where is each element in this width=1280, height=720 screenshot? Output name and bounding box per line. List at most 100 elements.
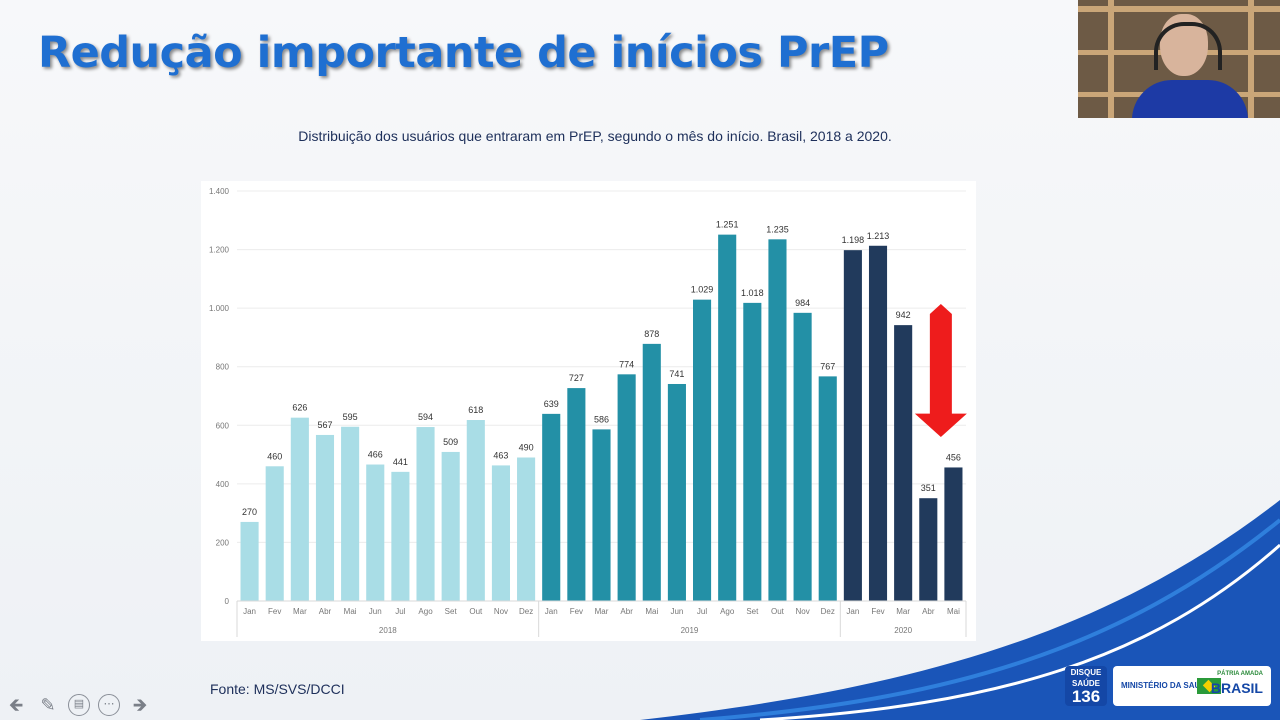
bar-2019-nov (793, 312, 812, 601)
pen-icon[interactable]: ✎ (40, 695, 56, 715)
y-tick-label: 1.200 (209, 246, 230, 255)
bar-2019-jun (667, 383, 686, 601)
bar-2018-nov (491, 465, 510, 601)
data-label: 767 (820, 361, 835, 371)
slide-title: Redução importante de inícios PrEP (38, 28, 889, 78)
data-label: 774 (619, 359, 634, 369)
data-label: 639 (544, 399, 559, 409)
bar-2018-mar (290, 417, 309, 601)
bar-2020-fev (868, 245, 888, 601)
bar-2018-fev (265, 466, 284, 601)
data-label: 460 (267, 451, 282, 461)
bar-2020-mar (894, 325, 913, 601)
brazil-flag-icon (1197, 678, 1221, 694)
data-label: 942 (896, 310, 911, 320)
bar-2019-out (768, 239, 787, 602)
subtitles-icon[interactable]: ▤ (68, 694, 90, 716)
year-label: 2020 (894, 626, 912, 635)
bar-2019-set (743, 302, 762, 601)
bar-2019-jan (542, 413, 561, 601)
webcam-video (1078, 0, 1280, 118)
previous-slide-icon[interactable]: 🡸 (8, 695, 24, 715)
bar-2019-abr (617, 374, 636, 601)
y-tick-label: 800 (216, 363, 230, 372)
x-tick-label: Jul (697, 607, 707, 616)
bar-2018-jan (240, 521, 259, 601)
data-label: 1.029 (691, 285, 714, 295)
y-tick-label: 0 (225, 597, 230, 606)
bar-2020-abr (919, 498, 938, 601)
x-tick-label: Fev (871, 607, 884, 616)
chart-panel: 0 200 400 600 800 1.000 1.200 1.400 270 Jan 460 Fev… (201, 181, 976, 641)
headset-icon (1154, 22, 1222, 70)
year-label: 2018 (379, 626, 397, 635)
x-tick-label: Abr (620, 607, 633, 616)
bar-chart: 0 200 400 600 800 1.000 1.200 1.400 270 Jan 460 Fev… (209, 187, 967, 637)
x-tick-label: Mar (595, 607, 609, 616)
bar-2018-set (441, 451, 460, 601)
bar-2020-mai (944, 467, 963, 601)
x-tick-label: Set (746, 607, 759, 616)
bar-2019-dez (818, 376, 837, 601)
bar-2018-jul (391, 471, 410, 601)
data-label: 270 (242, 507, 257, 517)
y-tick-label: 1.000 (209, 304, 230, 313)
data-label: 1.198 (842, 235, 865, 245)
data-label: 626 (292, 403, 307, 413)
data-label: 456 (946, 452, 961, 462)
x-tick-label: Mai (645, 607, 658, 616)
x-tick-label: Jul (395, 607, 405, 616)
disque-saude-logo: DISQUE SAÚDE 136 (1065, 666, 1107, 706)
data-label: 727 (569, 373, 584, 383)
bar-2020-jan (843, 250, 862, 601)
data-label: 567 (317, 420, 332, 430)
more-options-icon[interactable]: ⋯ (98, 694, 120, 716)
data-label: 1.235 (766, 224, 789, 234)
next-slide-icon[interactable]: 🡺 (132, 695, 148, 715)
data-label: 594 (418, 412, 433, 422)
x-tick-label: Jan (243, 607, 256, 616)
bar-2019-mar (592, 429, 611, 601)
bar-2019-fev (567, 388, 586, 601)
x-tick-label: Ago (418, 607, 433, 616)
x-tick-label: Out (469, 607, 483, 616)
x-tick-label: Nov (795, 607, 809, 616)
bar-2018-ago (416, 427, 435, 601)
data-label: 466 (368, 450, 383, 460)
x-tick-label: Fev (570, 607, 583, 616)
x-tick-label: Mar (896, 607, 910, 616)
presentation-controls: 🡸 ✎ ▤ ⋯ 🡺 (4, 692, 152, 718)
data-label: 1.251 (716, 220, 739, 230)
decline-arrow-icon (914, 304, 967, 437)
y-tick-label: 1.400 (209, 187, 230, 196)
x-tick-label: Fev (268, 607, 281, 616)
government-logo: MINISTÉRIO DA SAÚDE PÁTRIA AMADA BRASIL (1113, 666, 1271, 706)
x-tick-label: Jun (369, 607, 382, 616)
data-label: 741 (669, 369, 684, 379)
brasil-label: BRASIL (1210, 680, 1263, 696)
data-label: 509 (443, 437, 458, 447)
bar-2019-jul (693, 299, 712, 601)
data-label: 1.213 (867, 231, 890, 241)
bar-2019-mai (642, 343, 661, 601)
data-label: 463 (493, 450, 508, 460)
bookshelf-post (1108, 0, 1114, 118)
y-tick-label: 600 (216, 421, 230, 430)
year-label: 2019 (681, 626, 699, 635)
data-label: 1.018 (741, 288, 764, 298)
x-tick-label: Out (771, 607, 785, 616)
y-tick-label: 400 (216, 480, 230, 489)
data-label: 586 (594, 414, 609, 424)
x-tick-label: Mai (947, 607, 960, 616)
bookshelf-post (1248, 0, 1254, 118)
chart-subtitle: Distribuição dos usuários que entraram e… (298, 128, 892, 144)
bar-2018-mai (341, 426, 360, 601)
data-label: 618 (468, 405, 483, 415)
x-tick-label: Nov (494, 607, 508, 616)
data-label: 878 (644, 329, 659, 339)
x-tick-label: Jan (545, 607, 558, 616)
x-tick-label: Jun (670, 607, 683, 616)
x-tick-label: Dez (519, 607, 533, 616)
y-tick-label: 200 (216, 538, 230, 547)
